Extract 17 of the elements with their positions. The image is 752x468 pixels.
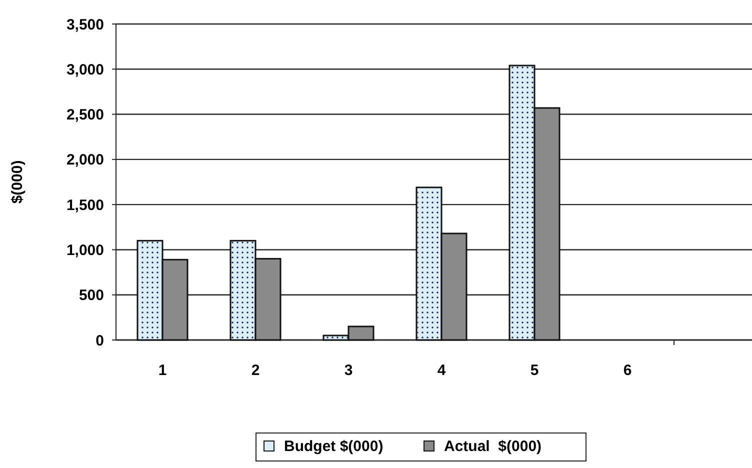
legend-label: Budget $(000): [284, 438, 384, 455]
y-tick-label: 3,500: [66, 16, 104, 34]
x-tick-label: 4: [437, 362, 446, 379]
y-tick-label: 1,500: [66, 196, 104, 214]
x-tick-label: 2: [251, 362, 260, 379]
y-tick-label: 3,000: [66, 61, 104, 78]
y-tick-label: 1,000: [66, 242, 104, 259]
y-tick-label: 2,500: [66, 106, 104, 124]
y-tick-label: 0: [96, 332, 104, 350]
x-tick-label: 6: [623, 362, 632, 379]
x-tick-label: 5: [530, 362, 539, 379]
y-tick-label: 500: [78, 287, 104, 304]
legend-label: Actual $(000): [444, 438, 542, 455]
y-tick-label: 2,000: [66, 152, 104, 169]
x-tick-label: 3: [344, 362, 353, 379]
x-tick-label: 1: [158, 362, 167, 379]
y-axis-title: $(000): [9, 160, 26, 204]
